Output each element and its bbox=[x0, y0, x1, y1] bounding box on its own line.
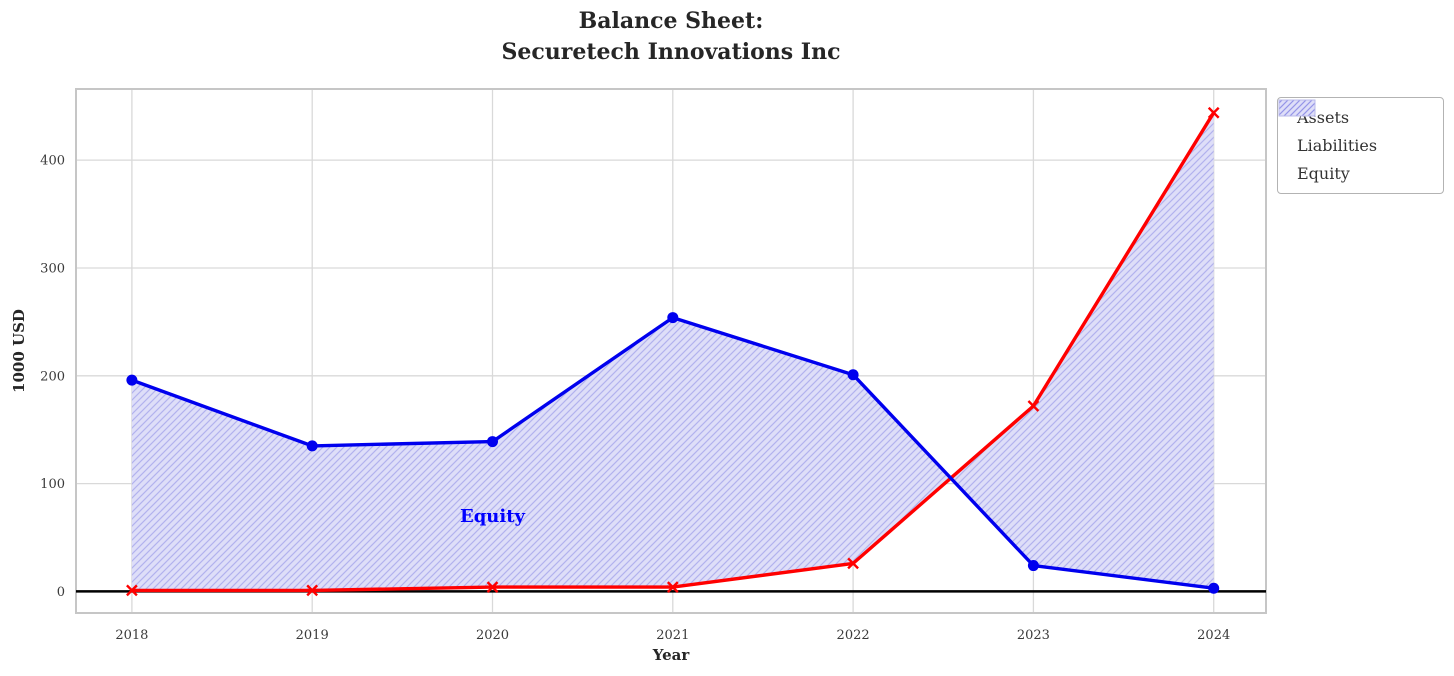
y-axis-title: 1000 USD bbox=[10, 309, 28, 393]
assets-marker-2022 bbox=[847, 369, 859, 381]
y-tick-0: 0 bbox=[57, 585, 65, 600]
assets-marker-2018 bbox=[126, 374, 138, 386]
y-tick-100: 100 bbox=[40, 477, 65, 492]
x-tick-2020: 2020 bbox=[476, 628, 509, 643]
assets-marker-2019 bbox=[306, 440, 318, 452]
chart-title-line1: Balance Sheet: bbox=[578, 8, 764, 34]
x-axis-title: Year bbox=[652, 646, 690, 664]
liabilities-marker-2020 bbox=[486, 581, 499, 593]
assets-marker-2024 bbox=[1208, 582, 1220, 594]
x-tick-2022: 2022 bbox=[837, 628, 870, 643]
liabilities-marker-2018 bbox=[126, 584, 138, 597]
legend-label-equity: Equity bbox=[1297, 163, 1350, 183]
assets-marker-2023 bbox=[1027, 560, 1039, 572]
x-axis-ticks: 2018 2019 2020 2021 2022 2023 2024 bbox=[115, 628, 1230, 643]
legend: Assets Liabilities Equity bbox=[1277, 97, 1444, 194]
liabilities-marker-2024 bbox=[1207, 106, 1220, 119]
equity-area-label: Equity bbox=[460, 506, 526, 527]
y-tick-200: 200 bbox=[40, 369, 65, 384]
assets-markers bbox=[126, 312, 1220, 594]
x-tick-2023: 2023 bbox=[1017, 628, 1050, 643]
y-axis-ticks: 0 100 200 300 400 bbox=[40, 154, 65, 600]
assets-marker-2020 bbox=[487, 436, 498, 448]
x-tick-2021: 2021 bbox=[656, 628, 689, 643]
equity-patch-swatch bbox=[1278, 99, 1316, 117]
liabilities-marker-2021 bbox=[666, 581, 679, 593]
x-tick-2024: 2024 bbox=[1197, 628, 1230, 643]
plot-border bbox=[75, 88, 1267, 614]
chart-title-line2: Securetech Innovations Inc bbox=[501, 39, 841, 65]
liabilities-marker-2023 bbox=[1027, 400, 1040, 412]
x-tick-2019: 2019 bbox=[296, 628, 329, 643]
legend-item-equity: Equity bbox=[1278, 99, 1433, 187]
assets-marker-2021 bbox=[667, 312, 679, 324]
liabilities-markers bbox=[126, 106, 1220, 597]
liabilities-marker-2022 bbox=[847, 557, 859, 570]
y-tick-400: 400 bbox=[40, 154, 65, 169]
chart-title: Balance Sheet: Securetech Innovations In… bbox=[76, 6, 1266, 68]
liabilities-marker-2019 bbox=[306, 584, 319, 597]
legend-label-liabilities: Liabilities bbox=[1297, 135, 1378, 155]
x-tick-2018: 2018 bbox=[115, 628, 148, 643]
legend-item-liabilities: Liabilities bbox=[1280, 102, 1433, 159]
y-tick-300: 300 bbox=[40, 261, 65, 276]
